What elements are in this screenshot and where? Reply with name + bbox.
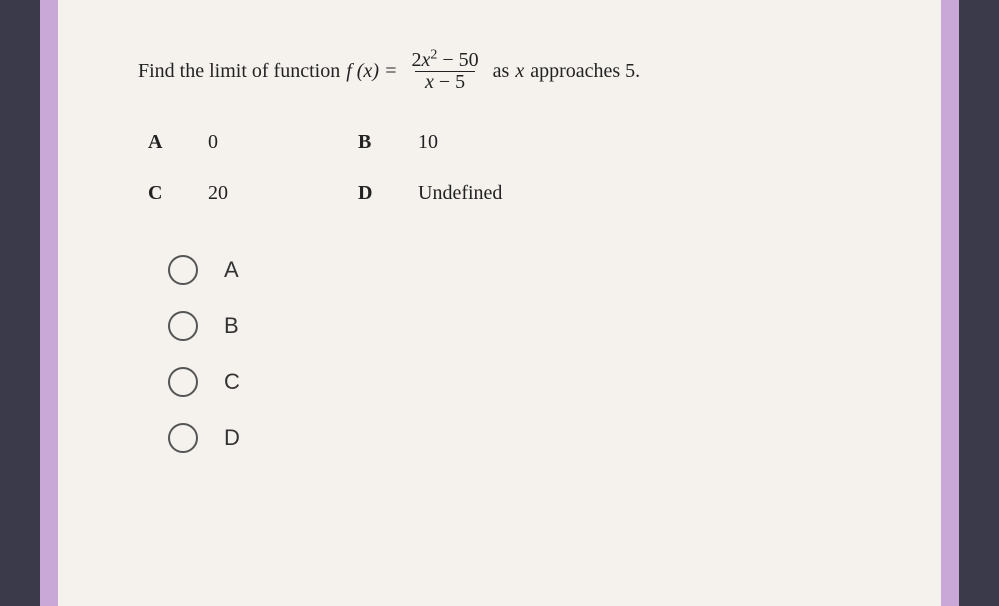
- fraction: 2x2 − 50 x − 5: [407, 50, 482, 93]
- radio-choices: A B C D: [168, 255, 861, 453]
- choice-a[interactable]: A: [168, 255, 861, 285]
- question-prefix: Find the limit of function: [138, 60, 340, 83]
- answer-value-c: 20: [208, 182, 328, 205]
- radio-d[interactable]: [168, 423, 198, 453]
- answer-letter-c: C: [148, 182, 178, 205]
- choice-d[interactable]: D: [168, 423, 861, 453]
- function-lhs: f (x) =: [346, 60, 397, 83]
- denominator: x − 5: [415, 71, 475, 93]
- question-suffix: approaches 5.: [530, 60, 640, 83]
- numerator: 2x2 − 50: [407, 50, 482, 71]
- choice-label-a: A: [224, 257, 239, 283]
- answer-grid: A 0 B 10 C 20 D Undefined: [148, 131, 861, 205]
- choice-label-c: C: [224, 369, 240, 395]
- choice-b[interactable]: B: [168, 311, 861, 341]
- question-text: Find the limit of function f (x) = 2x2 −…: [138, 50, 861, 93]
- choice-label-b: B: [224, 313, 239, 339]
- question-mid: as: [493, 60, 510, 83]
- screen-bezel: Find the limit of function f (x) = 2x2 −…: [40, 0, 959, 606]
- num-coef: 2: [411, 49, 421, 71]
- choice-label-d: D: [224, 425, 240, 451]
- radio-a[interactable]: [168, 255, 198, 285]
- den-var: x: [425, 71, 434, 93]
- num-rest: − 50: [437, 49, 478, 71]
- answer-letter-b: B: [358, 131, 388, 154]
- den-rest: − 5: [434, 71, 465, 93]
- answer-value-d: Undefined: [418, 182, 578, 205]
- answer-letter-d: D: [358, 182, 388, 205]
- choice-c[interactable]: C: [168, 367, 861, 397]
- content-area: Find the limit of function f (x) = 2x2 −…: [58, 0, 941, 606]
- answer-value-a: 0: [208, 131, 328, 154]
- radio-b[interactable]: [168, 311, 198, 341]
- answer-value-b: 10: [418, 131, 578, 154]
- radio-c[interactable]: [168, 367, 198, 397]
- device-frame: Find the limit of function f (x) = 2x2 −…: [0, 0, 999, 606]
- question-var: x: [515, 60, 524, 83]
- answer-letter-a: A: [148, 131, 178, 154]
